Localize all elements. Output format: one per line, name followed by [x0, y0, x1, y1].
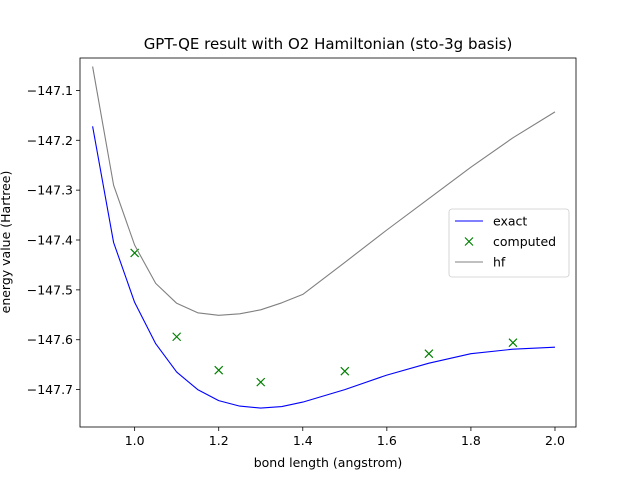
y-axis-label: energy value (Hartree): [0, 171, 13, 314]
x-axis: 1.0 1.2 1.4 1.6 1.8 2.0: [125, 427, 565, 448]
data-point-computed: [172, 332, 182, 342]
legend-swatch-computed: [464, 237, 474, 246]
y-tick-label: −147.1: [27, 83, 73, 98]
series-line-hf: [92, 66, 556, 316]
legend: exact computed hf: [448, 208, 570, 278]
plot-area: [79, 57, 577, 428]
x-tick-label: 1.6: [377, 433, 397, 448]
data-point-computed: [256, 377, 266, 387]
plot-frame: [79, 57, 577, 428]
legend-label-hf: hf: [493, 255, 506, 270]
data-point-computed: [508, 338, 518, 348]
chart-title: GPT-QE result with O2 Hamiltonian (sto-3…: [144, 35, 513, 53]
legend-box: [448, 208, 570, 278]
data-point-computed: [424, 349, 434, 359]
y-axis: −147.7 −147.6 −147.5 −147.4 −147.3 −147.2 −147…: [27, 83, 80, 397]
x-tick-label: 1.0: [125, 433, 145, 448]
y-tick-label: −147.7: [27, 382, 73, 397]
y-tick-label: −147.2: [27, 133, 73, 148]
y-tick-label: −147.3: [27, 183, 73, 198]
x-tick-label: 1.4: [293, 433, 313, 448]
legend-label-exact: exact: [493, 214, 527, 229]
legend-label-computed: computed: [493, 234, 556, 249]
data-point-computed: [340, 366, 350, 376]
x-tick-label: 1.2: [209, 433, 229, 448]
x-tick-label: 1.8: [461, 433, 481, 448]
y-tick-label: −147.4: [27, 233, 73, 248]
series-line-exact: [92, 126, 556, 409]
data-point-computed: [214, 365, 224, 375]
y-tick-label: −147.6: [27, 332, 73, 347]
y-tick-label: −147.5: [27, 282, 73, 297]
x-axis-label: bond length (angstrom): [254, 455, 403, 470]
x-tick-label: 2.0: [545, 433, 565, 448]
